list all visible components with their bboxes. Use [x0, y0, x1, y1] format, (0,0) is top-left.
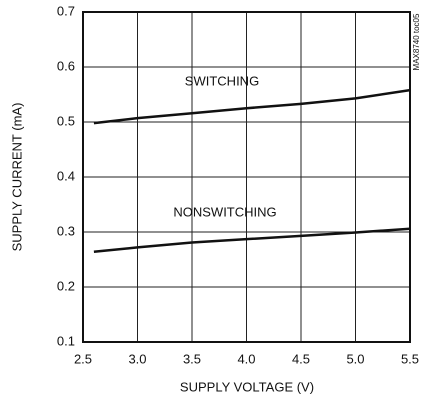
x-tick-label: 4.5 [292, 351, 310, 366]
y-tick-label: 0.3 [57, 223, 75, 238]
data-line [93, 227, 411, 254]
y-axis-label: SUPPLY CURRENT (mA) [9, 103, 24, 252]
x-tick-label: 4.0 [237, 351, 255, 366]
x-tick-label: 3.0 [128, 351, 146, 366]
plot-frame [82, 11, 411, 343]
y-tick-label: 0.5 [57, 113, 75, 128]
series-label: NONSWITCHING [173, 204, 276, 219]
series-label: SWITCHING [185, 73, 259, 88]
y-tick-label: 0.4 [57, 168, 75, 183]
x-tick-label: 3.5 [183, 351, 201, 366]
y-tick-label: 0.6 [57, 58, 75, 73]
x-tick-label: 5.0 [346, 351, 364, 366]
y-tick-label: 0.2 [57, 278, 75, 293]
data-line [93, 88, 411, 125]
x-axis-label: SUPPLY VOLTAGE (V) [180, 379, 314, 394]
x-tick-label: 2.5 [74, 351, 92, 366]
y-tick-label: 0.7 [57, 3, 75, 18]
y-tick-label: 0.1 [57, 333, 75, 348]
x-tick-label: 5.5 [401, 351, 419, 366]
side-note: MAX8740 toc05 [412, 13, 421, 70]
